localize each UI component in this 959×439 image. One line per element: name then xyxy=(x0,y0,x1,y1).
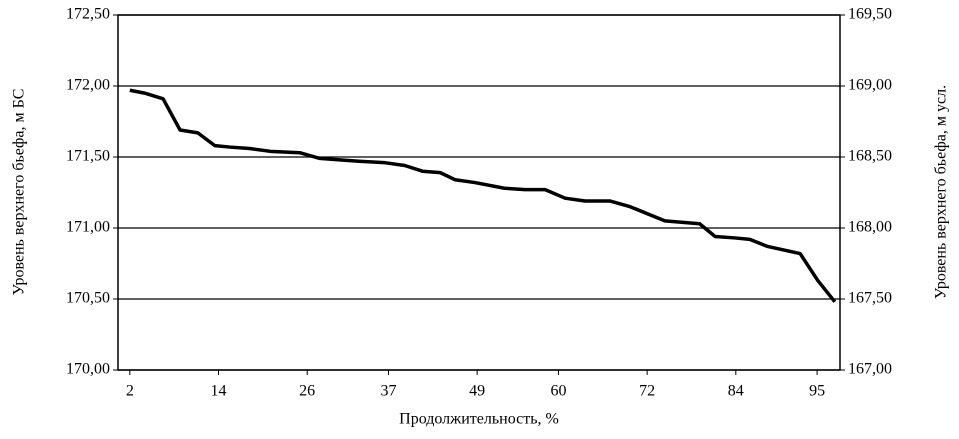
y-tick-label: 170,50 xyxy=(66,290,110,307)
y-tick-label: 171,00 xyxy=(66,219,110,236)
y2-tick-label: 167,50 xyxy=(848,290,892,307)
x-tick-label: 72 xyxy=(639,383,655,400)
y-tick-label: 172,00 xyxy=(66,77,110,94)
y2-tick-label: 168,50 xyxy=(848,148,892,165)
y-tick-label: 171,50 xyxy=(66,148,110,165)
x-tick-label: 37 xyxy=(380,383,396,400)
y2-tick-label: 167,00 xyxy=(848,361,892,378)
line-series xyxy=(129,88,837,303)
x-tick-label: 84 xyxy=(728,383,744,400)
y-tick-label: 170,00 xyxy=(66,361,110,378)
x-tick-label: 14 xyxy=(211,383,227,400)
x-tick-label: 26 xyxy=(299,383,315,400)
x-tick-label: 49 xyxy=(469,383,485,400)
y2-axis-label: Уровень верхнего бьефа, м усл. xyxy=(933,85,950,299)
y2-tick-label: 168,00 xyxy=(848,219,892,236)
x-tick-label: 95 xyxy=(809,383,825,400)
y-tick-label: 172,50 xyxy=(66,6,110,23)
x-tick-label: 2 xyxy=(126,383,134,400)
y2-tick-label: 169,50 xyxy=(848,6,892,23)
y2-tick-label: 169,00 xyxy=(848,77,892,94)
plot-frame xyxy=(117,14,841,371)
y-axis-label: Уровень верхнего бьефа, м БС xyxy=(11,89,28,296)
x-axis-label: Продолжительность, % xyxy=(399,411,559,428)
x-tick-label: 60 xyxy=(550,383,566,400)
